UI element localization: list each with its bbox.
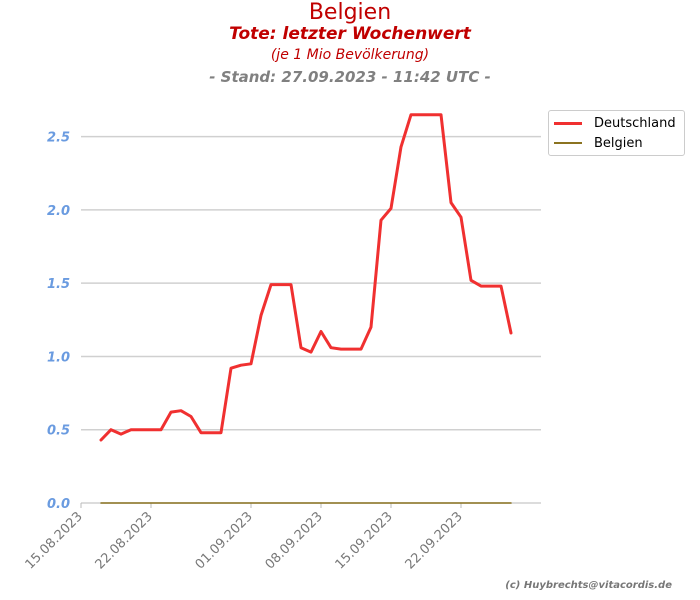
x-tick-label: 15.09.2023	[333, 509, 396, 572]
legend: Deutschland Belgien	[548, 110, 685, 156]
x-tick-label: 22.09.2023	[403, 509, 466, 572]
y-tick-label: 1.5	[47, 277, 70, 292]
legend-label-deutschland: Deutschland	[594, 115, 676, 131]
chart-timestamp: - Stand: 27.09.2023 - 11:42 UTC -	[209, 68, 491, 86]
x-tick-label: 08.09.2023	[263, 509, 326, 572]
y-tick-label: 1.0	[47, 350, 70, 365]
series-line-deutschland	[99, 113, 513, 442]
y-tick-label: 2.5	[47, 131, 70, 146]
legend-item-deutschland: Deutschland	[554, 114, 676, 132]
legend-swatch-deutschland	[554, 121, 582, 125]
y-tick-label: 0.0	[47, 497, 70, 512]
legend-label-belgien: Belgien	[594, 135, 643, 151]
x-tick-label: 22.08.2023	[93, 509, 156, 572]
chart-subtitle: Tote: letzter Wochenwert	[229, 24, 471, 44]
legend-item-belgien: Belgien	[554, 134, 643, 152]
chart-title: Belgien	[308, 0, 392, 25]
y-tick-label: 0.5	[47, 424, 70, 439]
copyright-notice: (c) Huybrechts@vitacordis.de	[505, 580, 672, 591]
x-tick-label: 15.08.2023	[23, 509, 86, 572]
chart-subtitle-unit: (je 1 Mio Bevölkerung)	[270, 47, 430, 63]
legend-swatch-belgien	[554, 142, 582, 144]
y-tick-label: 2.0	[47, 204, 70, 219]
x-tick-label: 01.09.2023	[193, 509, 256, 572]
